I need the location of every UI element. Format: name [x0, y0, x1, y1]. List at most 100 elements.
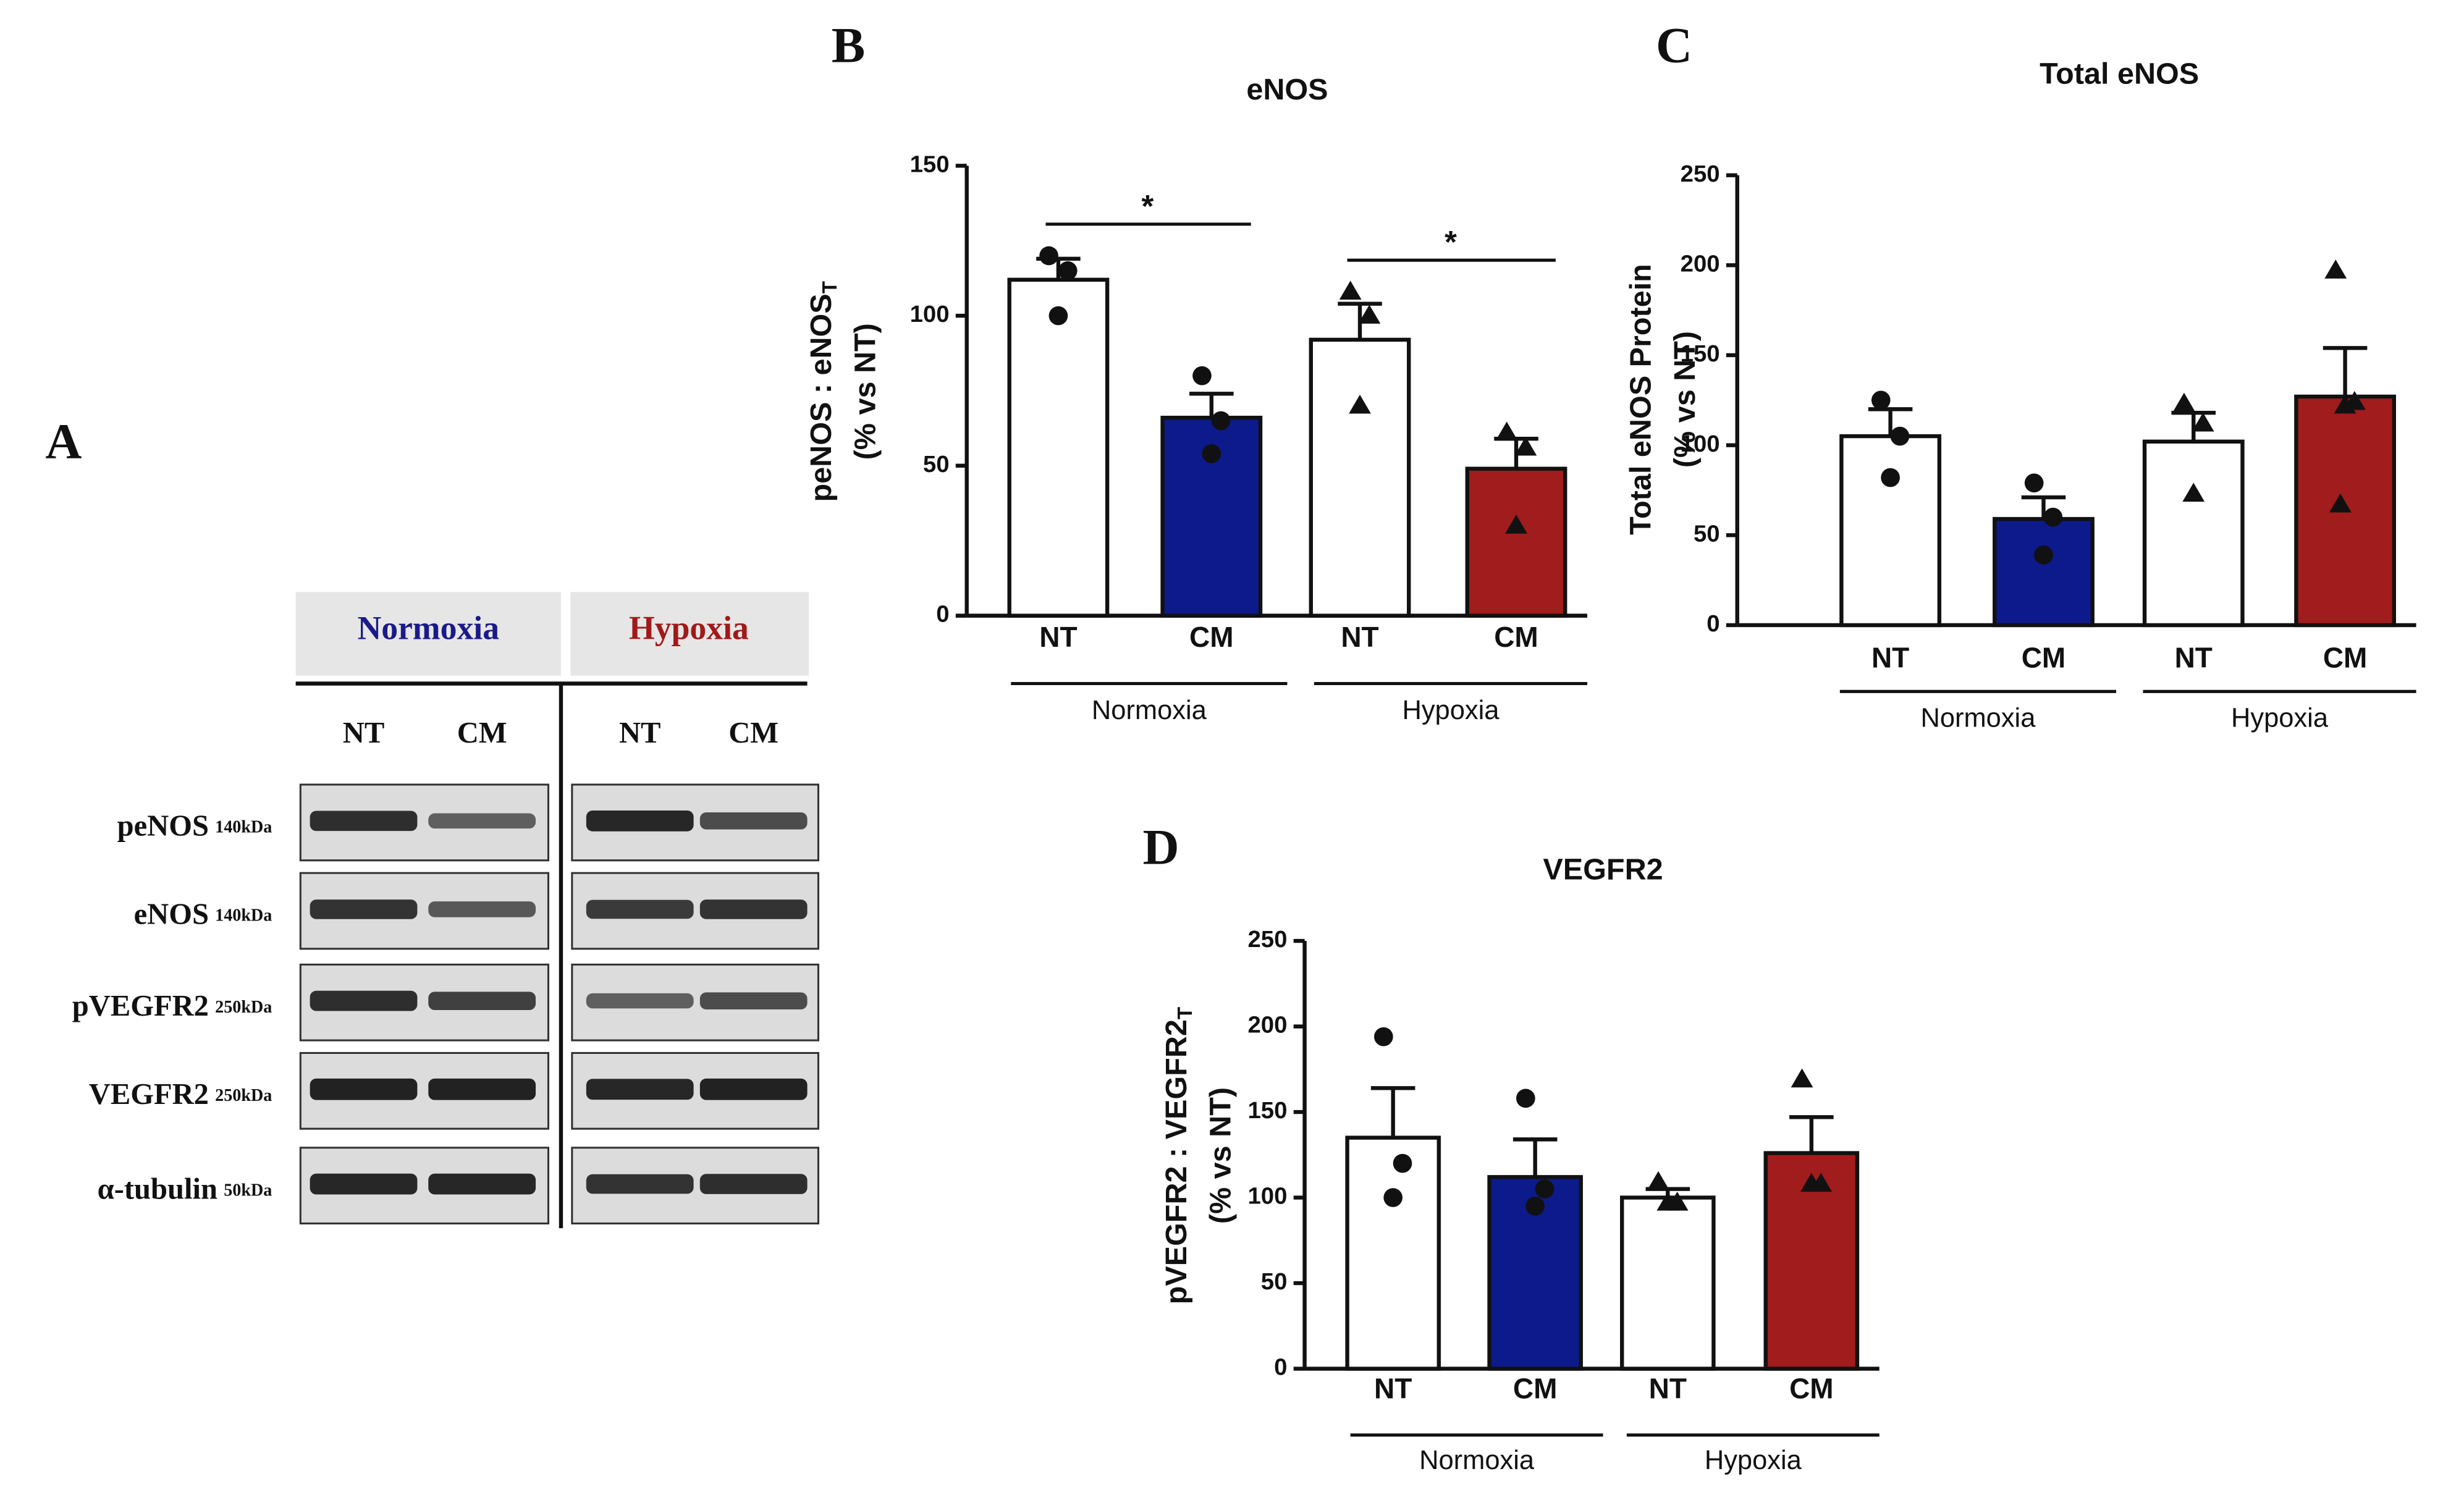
y-axis-label: (% vs NT)	[1668, 331, 1702, 468]
lane-label: CM	[728, 716, 778, 749]
data-point	[1514, 436, 1537, 456]
error-bar	[1868, 407, 1913, 437]
blot-band	[586, 993, 694, 1009]
bar	[1465, 466, 1567, 618]
x-tick-label: CM	[1189, 621, 1234, 653]
data-point	[2182, 482, 2205, 502]
row-label: pVEGFR2 250kDa	[72, 989, 272, 1022]
blot-band	[428, 901, 536, 917]
bar	[1619, 1195, 1716, 1371]
blot-band	[699, 899, 808, 919]
lane-label: CM	[457, 716, 507, 749]
lane-label: NT	[619, 716, 660, 749]
bar	[1309, 337, 1411, 618]
y-axis-label: (% vs NT)	[849, 323, 882, 460]
panel-letter: B	[832, 17, 866, 74]
blot-band	[428, 992, 536, 1010]
error-bar	[1370, 1086, 1416, 1138]
error-bar	[2021, 495, 2066, 520]
error-bar	[1189, 392, 1234, 418]
data-point	[1525, 1197, 1545, 1216]
data-point	[1192, 366, 1212, 385]
blot-band	[699, 1174, 808, 1194]
x-tick-label: CM	[1494, 621, 1538, 653]
row-label: peNOS 140kDa	[117, 809, 272, 843]
y-tick-label: 250	[1247, 926, 1287, 953]
x-tick-label: CM	[1513, 1372, 1558, 1404]
group-label: Normoxia	[1092, 696, 1207, 725]
blot-band	[310, 811, 418, 832]
y-axis-label: Total eNOS Protein	[1624, 264, 1657, 535]
data-point	[2043, 507, 2063, 527]
y-tick-label: 50	[1694, 520, 1720, 547]
data-point	[1349, 394, 1371, 414]
data-point	[1647, 1171, 1669, 1190]
y-tick-label: 50	[1261, 1268, 1288, 1295]
blot-band	[586, 899, 694, 919]
condition-label: Hypoxia	[629, 609, 749, 646]
data-point	[1048, 306, 1068, 326]
data-point	[1202, 444, 1221, 463]
panel-letter: A	[45, 413, 82, 470]
row-size: 140kDa	[215, 818, 272, 837]
row-name: pVEGFR2	[72, 989, 209, 1022]
x-tick-label: NT	[1649, 1372, 1687, 1404]
blot-band	[699, 812, 808, 830]
chart-title: VEGFR2	[1543, 853, 1663, 886]
y-tick-label: 100	[1247, 1183, 1287, 1210]
bar	[1007, 277, 1110, 618]
bar	[1345, 1135, 1441, 1371]
y-tick-label: 150	[1681, 340, 1720, 367]
row-label: VEGFR2 250kDa	[89, 1077, 272, 1111]
y-tick-label: 100	[910, 301, 950, 327]
row-name: α-tubulin	[98, 1172, 217, 1205]
x-tick-label: NT	[2175, 641, 2213, 673]
y-tick-label: 0	[1274, 1354, 1287, 1381]
data-point	[1505, 515, 1527, 534]
y-axis-label-text: pVEGFR2 : VEGFR2	[1160, 1019, 1193, 1304]
data-point	[1039, 246, 1058, 266]
y-axis-label-sub: T	[1174, 1007, 1197, 1019]
y-axis-label: peNOS : eNOST	[804, 281, 842, 502]
chart-title: Total eNOS	[2040, 57, 2199, 90]
x-tick-label: NT	[1871, 641, 1909, 673]
panel-letter: C	[1656, 17, 1692, 74]
data-point	[1881, 468, 1900, 487]
data-point	[2192, 412, 2214, 432]
x-tick-label: NT	[1374, 1372, 1412, 1404]
y-tick-label: 0	[936, 601, 949, 628]
x-tick-label: NT	[1341, 621, 1378, 653]
blot-band	[699, 1078, 808, 1100]
data-point	[2324, 259, 2347, 279]
group-label: Hypoxia	[2231, 704, 2329, 733]
data-point	[1890, 426, 1910, 446]
y-tick-label: 250	[1681, 161, 1720, 187]
row-size: 250kDa	[215, 1086, 272, 1105]
data-point	[2024, 473, 2044, 493]
row-name: VEGFR2	[89, 1077, 209, 1111]
row-size: 50kDa	[224, 1181, 272, 1200]
y-axis-label-sub: T	[819, 281, 842, 293]
y-axis-label: (% vs NT)	[1204, 1087, 1237, 1224]
y-tick-label: 0	[1707, 610, 1719, 637]
x-tick-label: CM	[1789, 1372, 1834, 1404]
data-point	[2173, 392, 2195, 412]
error-bar	[1789, 1115, 1834, 1153]
x-tick-label: CM	[2323, 641, 2368, 673]
data-point	[1393, 1153, 1412, 1173]
blot-band	[586, 1079, 694, 1100]
row-name: peNOS	[117, 809, 209, 843]
group-label: Normoxia	[1921, 704, 2036, 733]
data-point	[1339, 280, 1362, 300]
y-tick-label: 200	[1247, 1012, 1287, 1038]
blot-band	[310, 990, 418, 1011]
bar	[1839, 434, 1942, 628]
error-bar	[2171, 411, 2216, 442]
data-point	[1800, 1173, 1823, 1192]
data-point	[1791, 1068, 1813, 1088]
group-label: Hypoxia	[1402, 696, 1500, 725]
row-label: eNOS 140kDa	[134, 898, 272, 931]
data-point	[1495, 421, 1518, 441]
y-tick-label: 200	[1681, 250, 1720, 277]
